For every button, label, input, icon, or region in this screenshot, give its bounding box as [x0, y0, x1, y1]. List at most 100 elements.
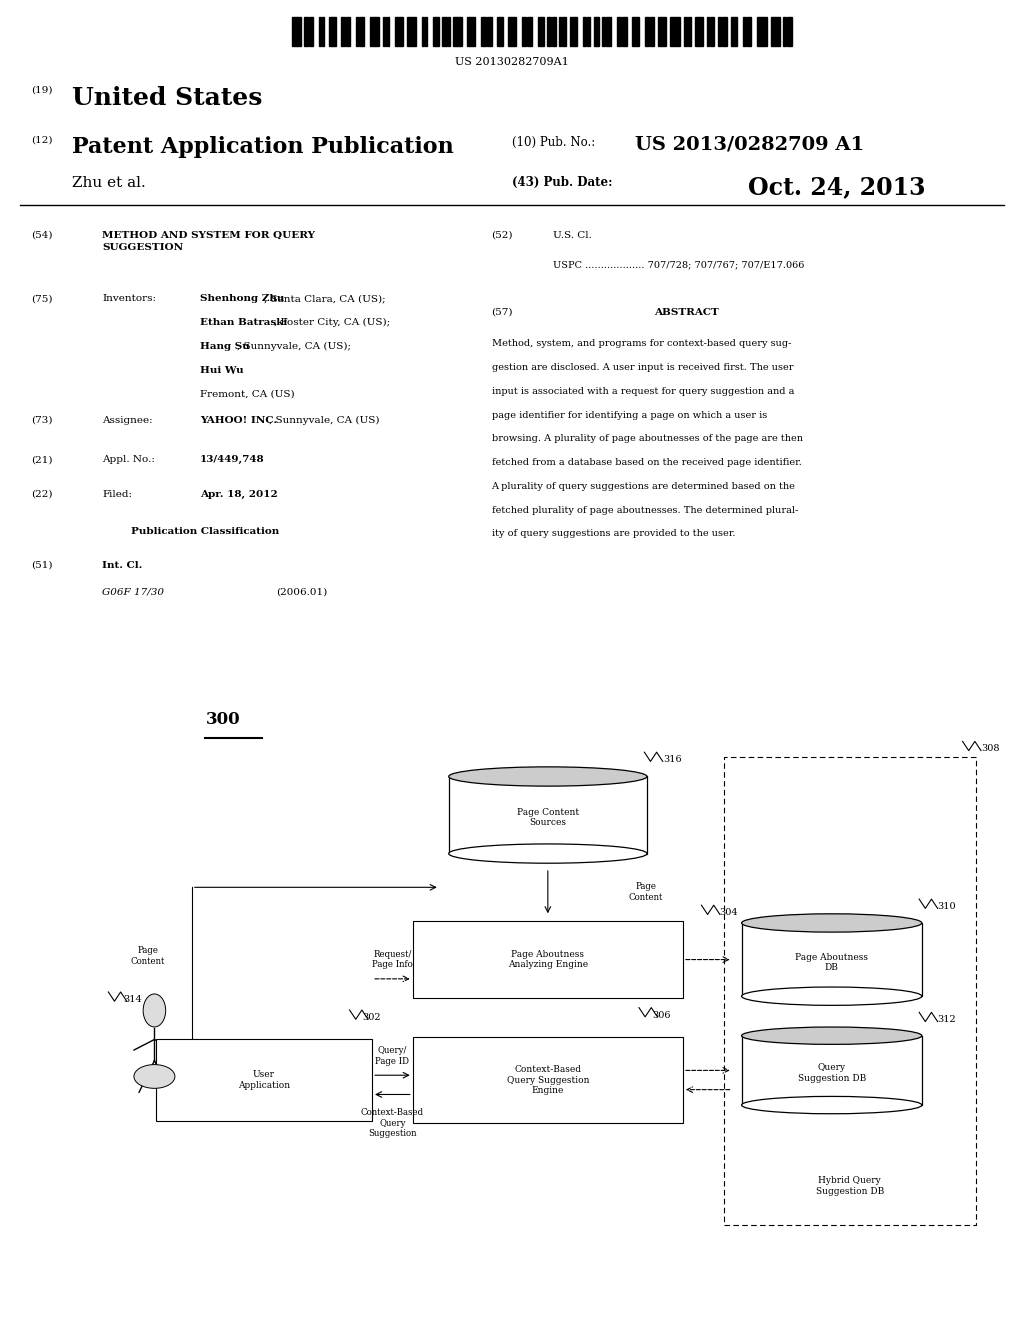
Text: (57): (57)	[492, 308, 513, 317]
Text: Hybrid Query
Suggestion DB: Hybrid Query Suggestion DB	[815, 1176, 884, 1196]
Bar	[449, 776, 647, 854]
Bar	[762, 17, 767, 46]
Bar	[383, 17, 385, 46]
Text: US 20130282709A1: US 20130282709A1	[455, 57, 569, 67]
Text: , Sunnyvale, CA (US);: , Sunnyvale, CA (US);	[237, 342, 354, 351]
Text: Shenhong Zhu: Shenhong Zhu	[200, 294, 284, 304]
Bar	[637, 17, 639, 46]
Bar	[617, 17, 622, 46]
Bar	[695, 17, 698, 46]
Text: browsing. A plurality of page aboutnesses of the page are then: browsing. A plurality of page aboutnesse…	[492, 434, 803, 444]
Text: 310: 310	[938, 902, 956, 911]
Bar	[309, 17, 313, 46]
Bar	[370, 17, 375, 46]
Text: 308: 308	[981, 744, 999, 754]
Ellipse shape	[449, 767, 647, 787]
Text: , Santa Clara, CA (US);: , Santa Clara, CA (US);	[263, 294, 385, 304]
Text: Context-Based
Query Suggestion
Engine: Context-Based Query Suggestion Engine	[507, 1065, 589, 1094]
Text: Page
Content: Page Content	[629, 883, 664, 902]
Text: fetched from a database based on the received page identifier.: fetched from a database based on the rec…	[492, 458, 802, 467]
Bar	[757, 17, 761, 46]
Bar	[481, 17, 486, 46]
Text: (22): (22)	[31, 490, 52, 499]
Text: Page Aboutness
DB: Page Aboutness DB	[796, 953, 868, 972]
Bar	[741, 1036, 922, 1105]
Bar	[512, 17, 516, 46]
Bar	[458, 17, 462, 46]
Bar	[548, 17, 551, 46]
Text: Page Aboutness
Analyzing Engine: Page Aboutness Analyzing Engine	[508, 950, 588, 969]
Text: Filed:: Filed:	[102, 490, 132, 499]
Text: 314: 314	[124, 995, 142, 1003]
Bar	[442, 17, 447, 46]
Bar	[650, 17, 654, 46]
Text: Method, system, and programs for context-based query sug-: Method, system, and programs for context…	[492, 339, 791, 348]
Ellipse shape	[143, 994, 166, 1027]
Bar	[538, 17, 540, 46]
Bar	[436, 17, 439, 46]
Bar	[675, 17, 680, 46]
Text: , Foster City, CA (US);: , Foster City, CA (US);	[274, 318, 390, 327]
Bar	[413, 1036, 683, 1123]
Text: Page Content
Sources: Page Content Sources	[517, 808, 579, 828]
Text: ,: ,	[231, 366, 234, 375]
Text: 312: 312	[938, 1015, 956, 1024]
Bar	[509, 17, 512, 46]
Bar	[596, 17, 599, 46]
Bar	[670, 17, 675, 46]
Text: Oct. 24, 2013: Oct. 24, 2013	[748, 176, 925, 199]
Bar	[156, 1039, 372, 1121]
Bar	[645, 17, 649, 46]
Bar	[688, 17, 691, 46]
Bar	[743, 17, 746, 46]
Bar	[319, 17, 322, 46]
Bar	[559, 17, 561, 46]
Text: Request/
Page Info: Request/ Page Info	[372, 950, 413, 969]
Bar	[734, 17, 737, 46]
Bar	[486, 17, 492, 46]
Text: 302: 302	[361, 1012, 381, 1022]
Bar	[660, 17, 666, 46]
Bar	[575, 17, 578, 46]
Ellipse shape	[449, 843, 647, 863]
Bar	[329, 17, 332, 46]
Text: G06F 17/30: G06F 17/30	[102, 587, 165, 597]
Bar	[587, 17, 590, 46]
Text: 13/449,748: 13/449,748	[200, 455, 264, 465]
Bar	[746, 17, 751, 46]
Text: Query
Suggestion DB: Query Suggestion DB	[798, 1064, 866, 1082]
Bar	[771, 17, 774, 46]
Bar	[375, 17, 379, 46]
Bar	[411, 17, 416, 46]
Text: fetched plurality of page aboutnesses. The determined plural-: fetched plurality of page aboutnesses. T…	[492, 506, 798, 515]
Bar	[497, 17, 500, 46]
Bar	[356, 17, 358, 46]
Text: US 2013/0282709 A1: US 2013/0282709 A1	[635, 136, 864, 154]
Bar	[731, 17, 734, 46]
Bar	[332, 17, 336, 46]
Text: (2006.01): (2006.01)	[276, 587, 328, 597]
Bar	[526, 17, 531, 46]
Text: YAHOO! INC.: YAHOO! INC.	[200, 416, 276, 425]
Text: (10) Pub. No.:: (10) Pub. No.:	[512, 136, 595, 149]
Text: Hui Wu: Hui Wu	[200, 366, 244, 375]
Bar	[569, 17, 574, 46]
Bar	[684, 17, 687, 46]
Ellipse shape	[134, 1064, 175, 1088]
Text: Fremont, CA (US): Fremont, CA (US)	[200, 389, 294, 399]
Bar	[304, 17, 308, 46]
Bar	[292, 17, 296, 46]
Ellipse shape	[741, 987, 922, 1006]
Text: METHOD AND SYSTEM FOR QUERY
SUGGESTION: METHOD AND SYSTEM FOR QUERY SUGGESTION	[102, 231, 315, 252]
Text: ity of query suggestions are provided to the user.: ity of query suggestions are provided to…	[492, 529, 735, 539]
Text: Publication Classification: Publication Classification	[131, 527, 279, 536]
Text: Inventors:: Inventors:	[102, 294, 157, 304]
Bar	[447, 17, 450, 46]
Bar	[341, 17, 345, 46]
Bar	[433, 17, 436, 46]
Bar	[386, 17, 389, 46]
Text: Page
Content: Page Content	[130, 946, 165, 966]
Bar	[724, 758, 976, 1225]
Text: Hang Su: Hang Su	[200, 342, 250, 351]
Bar	[786, 17, 792, 46]
